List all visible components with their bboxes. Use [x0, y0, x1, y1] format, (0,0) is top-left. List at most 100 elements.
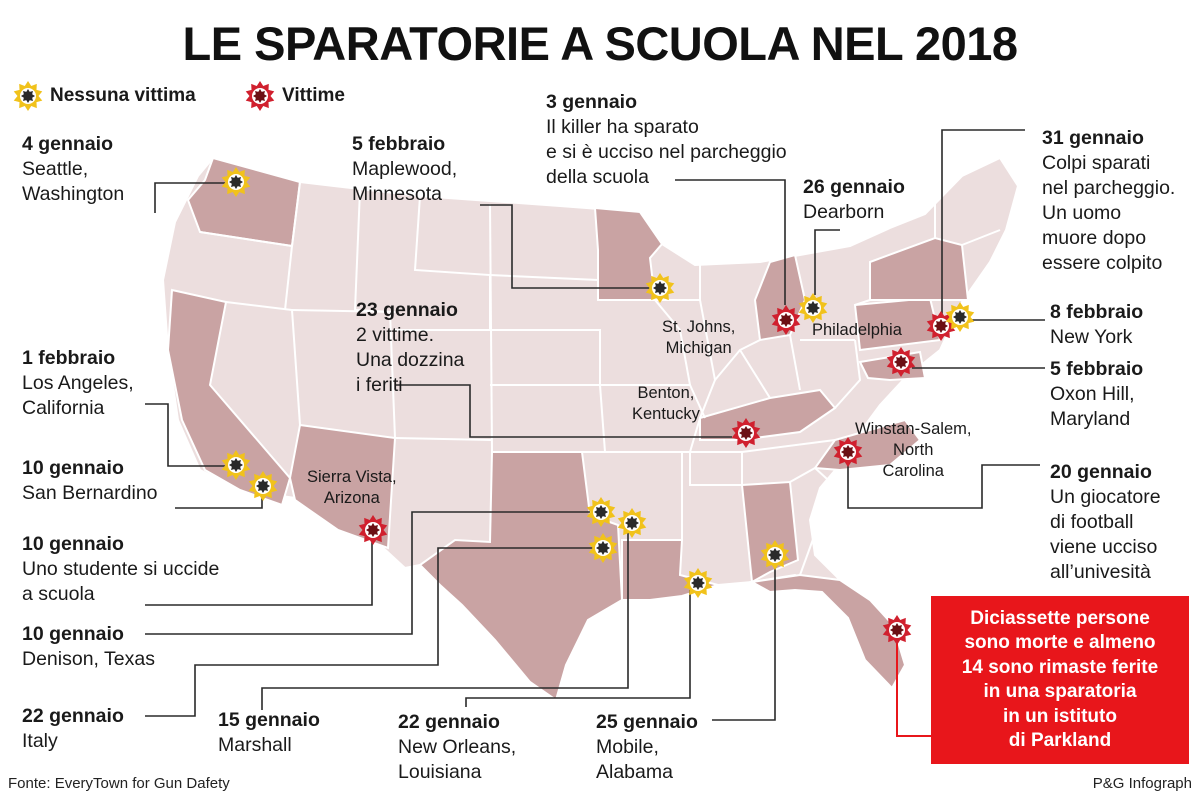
marker-neworleans[interactable]	[683, 568, 713, 598]
marker-winston[interactable]	[833, 437, 863, 467]
label-philadelphia: 31 gennaio Colpi sparati nel parcheggio.…	[1042, 126, 1175, 276]
event-date: 22 gennaio	[22, 705, 124, 727]
yellow-starburst-icon	[13, 81, 43, 111]
event-date: 10 gennaio	[22, 623, 124, 645]
marker-philadelphia[interactable]	[926, 311, 956, 341]
red-starburst-icon	[245, 81, 275, 111]
connector-winston	[847, 462, 1040, 509]
event-text: Una dozzina	[356, 349, 465, 371]
parkland-callout: Diciassette persone sono morte e almeno …	[931, 596, 1189, 764]
connector-denison	[145, 511, 590, 635]
event-date: 26 gennaio	[803, 176, 905, 198]
label-mobile: 25 gennaio Mobile, Alabama	[596, 710, 698, 785]
label-neworleans: 22 gennaio New Orleans, Louisiana	[398, 710, 516, 785]
source-note: Fonte: EveryTown for Gun Dafety	[8, 775, 230, 792]
event-text: Marshall	[218, 734, 292, 756]
event-date: 4 gennaio	[22, 133, 114, 155]
event-date: 31 gennaio	[1042, 127, 1144, 149]
event-text: a scuola	[22, 583, 95, 605]
parkland-line: di Parkland	[1008, 730, 1112, 751]
state-kentucky	[699, 388, 837, 441]
connector-sierravista	[145, 540, 373, 606]
event-text: Dearborn	[803, 201, 885, 223]
event-date: 10 gennaio	[22, 533, 124, 555]
connector-stjohns	[675, 179, 786, 305]
event-text: i feriti	[356, 374, 403, 396]
parkland-line: 14 sono rimaste ferite	[961, 656, 1159, 678]
label-italy: 22 gennaio Italy	[22, 704, 124, 754]
marker-marshall[interactable]	[617, 508, 647, 538]
event-text: California	[22, 397, 105, 419]
event-text: di football	[1050, 511, 1134, 533]
parkland-line: Diciassette persone	[970, 607, 1150, 629]
connector-parkland	[896, 640, 931, 737]
connector-italy	[145, 547, 593, 717]
label-seattle: 4 gennaio Seattle, Washington	[22, 132, 124, 207]
marker-sanbernardino[interactable]	[248, 471, 278, 501]
event-text: Seattle,	[22, 158, 89, 180]
city-label-winston: Winstan-Salem, North Carolina	[855, 420, 972, 480]
label-dearborn: 26 gennaio Dearborn	[803, 175, 905, 225]
label-maplewood: 5 febbraio Maplewood, Minnesota	[352, 132, 457, 207]
event-date: 10 gennaio	[22, 457, 124, 479]
marker-benton[interactable]	[731, 418, 761, 448]
label-losangeles: 1 febbraio Los Angeles, California	[22, 346, 134, 421]
credit-note: P&G Infograph	[1092, 775, 1192, 792]
marker-stjohns[interactable]	[771, 305, 801, 335]
marker-seattle[interactable]	[221, 167, 251, 197]
marker-sierravista[interactable]	[358, 515, 388, 545]
event-date: 20 gennaio	[1050, 461, 1152, 483]
event-text: Maplewood,	[352, 158, 458, 180]
event-text: Italy	[22, 730, 58, 752]
event-text: New York	[1050, 326, 1133, 348]
event-text: viene ucciso	[1050, 536, 1158, 558]
connector-losangeles	[145, 403, 225, 467]
label-newyork: 8 febbraio New York	[1050, 300, 1143, 350]
marker-newyork[interactable]	[945, 302, 975, 332]
marker-denison[interactable]	[586, 497, 616, 527]
city-label-benton: Benton, Kentucky	[632, 384, 700, 423]
parkland-line: in una sparatoria	[983, 681, 1137, 702]
event-text: Denison, Texas	[22, 648, 155, 670]
marker-mobile[interactable]	[760, 540, 790, 570]
marker-parkland[interactable]	[882, 615, 912, 645]
parkland-line: in un istituto	[1003, 705, 1117, 727]
event-text: 2 vittime.	[356, 324, 435, 346]
event-date: 23 gennaio	[356, 299, 458, 321]
event-date: 8 febbraio	[1050, 301, 1144, 323]
event-text: San Bernardino	[22, 482, 158, 504]
event-text: Un giocatore	[1050, 486, 1161, 508]
legend-no-victims-label: Nessuna vittima	[50, 85, 196, 106]
event-text: Mobile,	[596, 736, 659, 758]
event-text: muore dopo	[1042, 227, 1147, 249]
event-text: essere colpito	[1042, 252, 1163, 274]
connector-philadelphia	[941, 129, 1025, 318]
connector-seattle	[154, 182, 225, 213]
event-date: 3 gennaio	[546, 91, 638, 113]
marker-dearborn[interactable]	[798, 293, 828, 323]
event-text: Alabama	[596, 761, 673, 783]
event-text: all’univesità	[1050, 561, 1151, 583]
label-sanbernardino: 10 gennaio San Bernardino	[22, 456, 158, 506]
event-text: Oxon Hill,	[1050, 383, 1135, 405]
marker-losangeles[interactable]	[221, 450, 251, 480]
state-borders	[199, 175, 1001, 576]
event-text: Los Angeles,	[22, 372, 134, 394]
parkland-line: sono morte e almeno	[964, 632, 1156, 653]
connector-neworleans	[465, 590, 691, 707]
event-date: 15 gennaio	[218, 709, 320, 731]
label-marshall: 15 gennaio Marshall	[218, 708, 320, 758]
event-date: 25 gennaio	[596, 711, 698, 733]
marker-oxonhill[interactable]	[886, 347, 916, 377]
connector-sanbernardino	[175, 498, 263, 509]
event-date: 1 febbraio	[22, 347, 116, 369]
label-sierravista: 10 gennaio Uno studente si uccide a scuo…	[22, 532, 219, 607]
city-label-stjohns: St. Johns, Michigan	[662, 318, 736, 357]
event-date: 5 febbraio	[1050, 358, 1144, 380]
label-stjohns: 3 gennaio Il killer ha sparato e si è uc…	[546, 90, 787, 190]
event-text: nel parcheggio.	[1042, 177, 1176, 199]
marker-italy[interactable]	[588, 533, 618, 563]
marker-maplewood[interactable]	[645, 273, 675, 303]
